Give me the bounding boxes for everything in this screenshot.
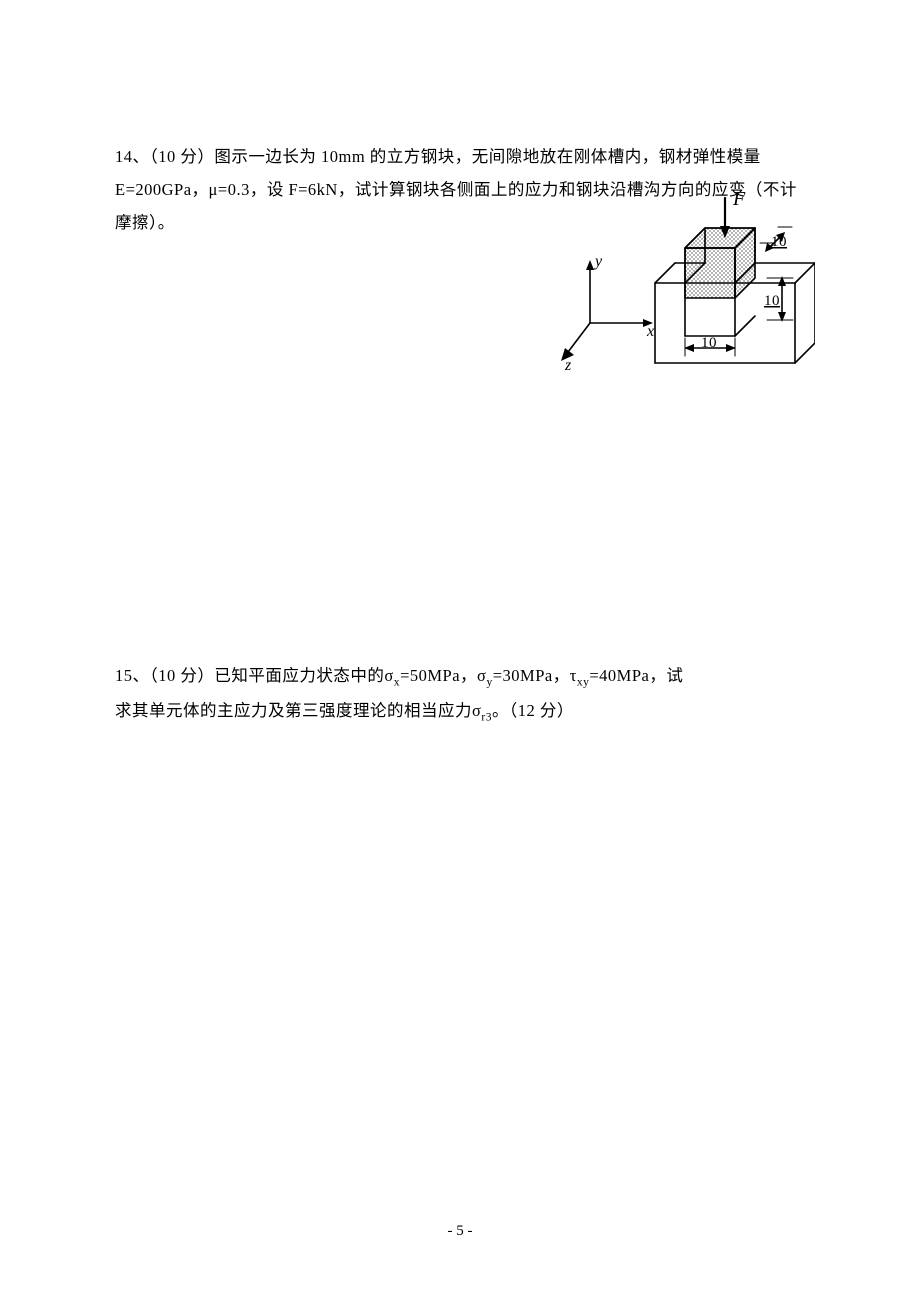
axis-y-label: y bbox=[593, 253, 603, 270]
cube-in-slot-diagram: F y x z 10 10 10 bbox=[535, 188, 815, 398]
p15-sub-r3: r3 bbox=[481, 712, 492, 724]
axis-x-label: x bbox=[646, 323, 655, 340]
problem-14: 14、（10 分）图示一边长为 10mm 的立方钢块，无间隙地放在刚体槽内，钢材… bbox=[115, 140, 805, 239]
page: 14、（10 分）图示一边长为 10mm 的立方钢块，无间隙地放在刚体槽内，钢材… bbox=[0, 0, 920, 1302]
problem-15-line1: 15、（10 分）已知平面应力状态中的σx=50MPa，σy=30MPa，τxy… bbox=[115, 659, 805, 694]
p15-seg5: 求其单元体的主应力及第三强度理论的相当应力σ bbox=[115, 701, 481, 720]
dim-right: 10 bbox=[764, 293, 780, 309]
force-label: F bbox=[732, 188, 746, 210]
problem-14-figure: F y x z 10 10 10 bbox=[535, 188, 815, 398]
axis-z-label: z bbox=[564, 357, 572, 374]
dim-top: 10 bbox=[771, 234, 787, 250]
problem-15: 15、（10 分）已知平面应力状态中的σx=50MPa，σy=30MPa，τxy… bbox=[115, 659, 805, 730]
p15-sub-xy: xy bbox=[577, 676, 590, 688]
page-number: - 5 - bbox=[0, 1223, 920, 1240]
p15-seg1: 15、（10 分）已知平面应力状态中的σ bbox=[115, 666, 394, 685]
dim-bottom: 10 bbox=[701, 335, 717, 351]
p15-seg6: 。（12 分） bbox=[492, 701, 574, 720]
p15-seg2: =50MPa，σ bbox=[400, 666, 486, 685]
problem-15-line2: 求其单元体的主应力及第三强度理论的相当应力σr3。（12 分） bbox=[115, 694, 805, 729]
problem-14-line3: 摩擦）。 bbox=[115, 213, 175, 232]
p15-seg3: =30MPa，τ bbox=[493, 666, 577, 685]
p15-seg4: =40MPa，试 bbox=[589, 666, 683, 685]
problem-14-line1: 14、（10 分）图示一边长为 10mm 的立方钢块，无间隙地放在刚体槽内，钢材… bbox=[115, 147, 761, 166]
